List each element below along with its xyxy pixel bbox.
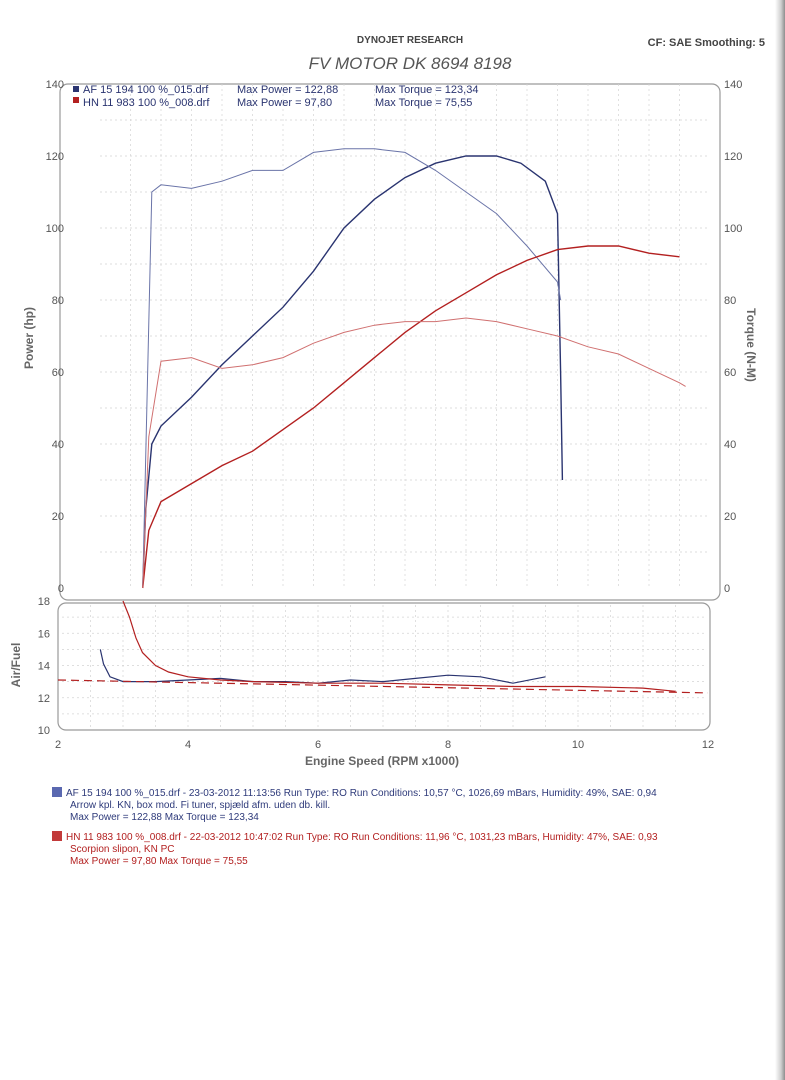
legend-run2-power: Max Power = 97,80 [237,97,332,109]
run1-info-line1: AF 15 194 100 %_015.drf - 23-03-2012 11:… [66,788,657,799]
run2-afr-curve [122,600,676,692]
power-tick-label: 40 [52,439,64,451]
torque-tick-label: 80 [724,295,736,307]
torque-tick-label: 120 [724,151,742,163]
power-tick-label: 80 [52,295,64,307]
air-fuel-panel: 10 12 14 16 18 2 4 6 8 10 12 [38,596,714,751]
afr-tick-label: 14 [38,661,50,673]
rpm-tick-label: 12 [702,739,714,751]
run2-torque-curve [142,317,686,589]
page-edge-shadow [775,0,785,1080]
chart-legend: AF 15 194 100 %_015.drf Max Power = 122,… [73,84,478,109]
run1-torque-curve [142,148,562,589]
power-axis-label: Power (hp) [22,307,36,369]
legend-swatch-run1 [73,86,79,92]
legend-run1-file: AF 15 194 100 %_015.drf [83,84,209,96]
legend-run1-torque: Max Torque = 123,34 [375,84,478,96]
legend-run2-file: HN 11 983 100 %_008.drf [83,97,210,109]
run2-info-line2: Scorpion slipon, KN PC [70,844,175,855]
torque-tick-label: 40 [724,439,736,451]
torque-tick-label: 60 [724,367,736,379]
rpm-tick-label: 6 [315,739,321,751]
power-tick-label: 140 [46,79,64,91]
rpm-tick-label: 10 [572,739,584,751]
run1-swatch [52,787,62,797]
run2-swatch [52,831,62,841]
rpm-tick-label: 4 [185,739,191,751]
run1-info-line3: Max Power = 122,88 Max Torque = 123,34 [70,812,259,823]
afr-panel-frame [57,602,711,731]
run1-info-line2: Arrow kpl. KN, box mod. Fi tuner, spjæld… [70,800,331,811]
run1-info: AF 15 194 100 %_015.drf - 23-03-2012 11:… [52,787,657,824]
run2-power-curve [142,245,680,589]
afr-tick-label: 16 [38,628,50,640]
main-panel-frame [59,83,721,601]
torque-tick-label: 100 [724,223,742,235]
run2-info-line1: HN 11 983 100 %_008.drf - 22-03-2012 10:… [66,832,658,843]
torque-axis-label: Torque (N-M) [744,308,758,382]
power-tick-label: 20 [52,511,64,523]
torque-tick-label: 0 [724,583,730,595]
run2-info-line3: Max Power = 97,80 Max Torque = 75,55 [70,856,248,867]
afr-target-line [57,679,709,694]
legend-swatch-run2 [73,97,79,103]
afr-tick-label: 12 [38,693,50,705]
company-name: DYNOJET RESEARCH [357,35,463,46]
power-tick-label: 120 [46,151,64,163]
power-torque-panel: 0 20 40 60 80 100 120 140 0 20 40 60 80 100 120 140 [46,79,742,601]
run1-afr-curve [99,649,546,684]
dyno-settings: CF: SAE Smoothing: 5 [648,37,765,49]
afr-tick-label: 18 [38,596,50,608]
legend-run1-power: Max Power = 122,88 [237,84,338,96]
afr-axis-label: Air/Fuel [9,643,23,688]
x-axis-label: Engine Speed (RPM x1000) [305,754,459,768]
rpm-tick-label: 2 [55,739,61,751]
legend-run2-torque: Max Torque = 75,55 [375,97,472,109]
afr-tick-label: 10 [38,725,50,737]
torque-tick-label: 20 [724,511,736,523]
power-tick-label: 0 [58,583,64,595]
power-tick-label: 100 [46,223,64,235]
chart-title: FV MOTOR DK 8694 8198 [309,54,512,73]
run2-info: HN 11 983 100 %_008.drf - 22-03-2012 10:… [52,831,658,868]
power-tick-label: 60 [52,367,64,379]
torque-tick-label: 140 [724,79,742,91]
run1-power-curve [142,155,564,589]
rpm-tick-label: 8 [445,739,451,751]
